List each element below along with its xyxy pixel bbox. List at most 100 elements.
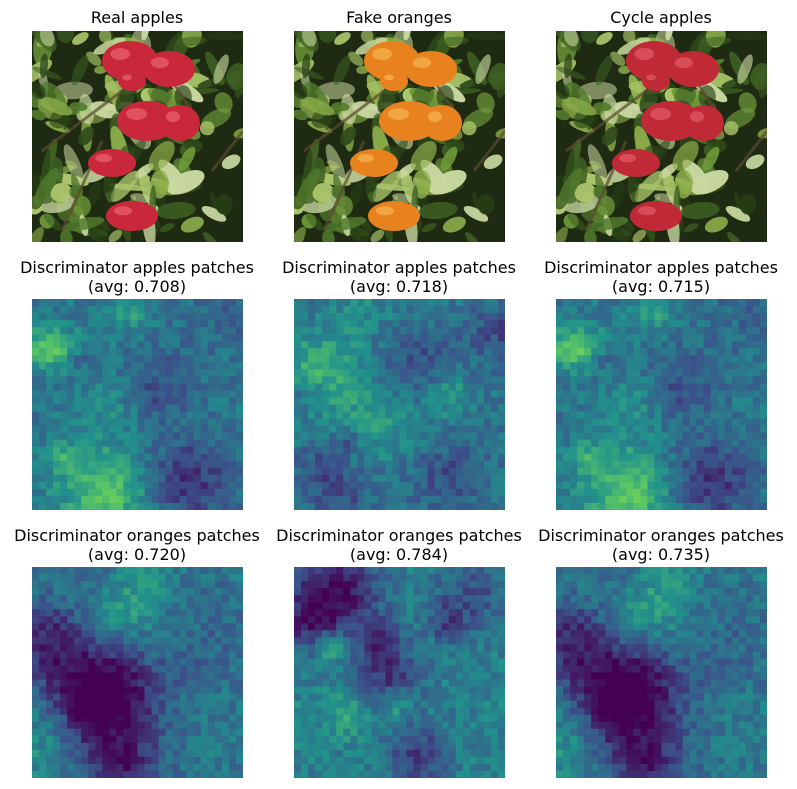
heatmap-cell [228,637,237,645]
heatmap-cell [689,404,698,412]
heatmap-cell [193,728,202,737]
heatmap-cell [235,313,243,321]
heatmap-cell [186,749,195,758]
heatmap-cell [144,299,152,307]
heatmap-cell [144,609,152,617]
heatmap-cell [343,411,351,419]
leaf [305,213,324,231]
heatmap-cell [497,602,505,610]
heatmap-cell [427,749,436,758]
heatmap-cell [448,637,457,645]
heatmap-cell [640,376,648,384]
heatmap-cell [357,567,365,575]
heatmap-cell [207,404,216,412]
heatmap-cell [584,488,592,497]
heatmap-cell [315,299,323,307]
heatmap-cell [752,320,761,328]
heatmap-cell [497,432,505,441]
heatmap-cell [53,630,61,638]
heatmap-cell [385,481,393,490]
heatmap-cell [228,602,237,610]
heatmap-cell [364,495,372,504]
heatmap-cell [46,644,54,652]
heatmap-cell [577,488,585,497]
heatmap-cell [577,369,585,377]
heatmap-cell [738,313,747,321]
heatmap-cell [633,411,641,419]
heatmap-cell [483,595,492,603]
heatmap-cell [214,397,223,405]
heatmap-cell [490,418,499,426]
heatmap-cell [612,439,620,448]
leaf [156,201,196,220]
heatmap-cell [151,595,159,603]
heatmap-cell [193,637,202,645]
heatmap-cell [413,446,421,455]
heatmap-cell [116,446,124,455]
heatmap-cell [350,390,358,398]
heatmap-cell [364,644,372,652]
fruit [350,149,398,177]
heatmap-cell [717,495,726,504]
heatmap-cell [109,502,117,510]
heatmap-cell [434,502,443,510]
heatmap-cell [102,581,110,589]
heatmap-cell [67,362,75,370]
heatmap-cell [469,721,478,730]
heatmap-cell [116,376,124,384]
heatmap-cell [179,313,188,321]
heatmap-cell [399,651,407,659]
heatmap-cell [32,383,40,391]
leaf [702,146,720,171]
heatmap-cell [343,481,351,490]
heatmap-cell [74,362,82,370]
heatmap-cell [172,665,181,673]
heatmap-cell [221,439,230,448]
heatmap-cell [308,574,316,582]
heatmap-cell [371,721,379,730]
heatmap-cell [745,306,754,314]
heatmap-cell [39,334,47,342]
heatmap-cell [392,609,400,617]
heatmap-cell [172,588,181,596]
heatmap-cell [144,665,152,673]
heatmap-cell [322,390,330,398]
heatmap-cell [717,355,726,363]
heatmap-cell [179,418,188,426]
heatmap-cell [420,595,429,603]
heatmap-cell [462,630,471,638]
heatmap-cell [116,686,124,694]
heatmap-cell [116,299,124,307]
heatmap-cell [301,721,309,730]
heatmap-cell [74,679,82,687]
heatmap-cell [151,481,159,490]
heatmap-cell [109,348,117,356]
heatmap-cell [308,693,316,702]
heatmap-cell [144,637,152,645]
heatmap-cell [413,616,421,624]
heatmap-cell [661,439,669,448]
heatmap-cell [647,299,655,307]
heatmap-cell [158,749,167,758]
fruit-highlight [674,57,693,69]
heatmap-cell [109,474,117,483]
heatmap-cell [392,658,400,666]
heatmap-cell [221,327,230,335]
heatmap-cell [53,735,61,744]
heatmap-cell [413,348,421,356]
heatmap-cell [109,609,117,617]
heatmap-cell [420,679,429,687]
heatmap-cell [563,376,571,384]
leaf [421,223,437,233]
heatmap-cell [200,453,209,462]
heatmap-cell [668,481,676,490]
heatmap-cell [469,488,478,497]
heatmap-cell [640,362,648,370]
heatmap-cell [301,425,309,434]
heatmap-cell [668,390,676,398]
heatmap-cell [81,693,89,702]
heatmap-cell [207,334,216,342]
heatmap-cell [371,574,379,582]
heatmap-cell [605,453,613,462]
heatmap-cell [46,495,54,504]
